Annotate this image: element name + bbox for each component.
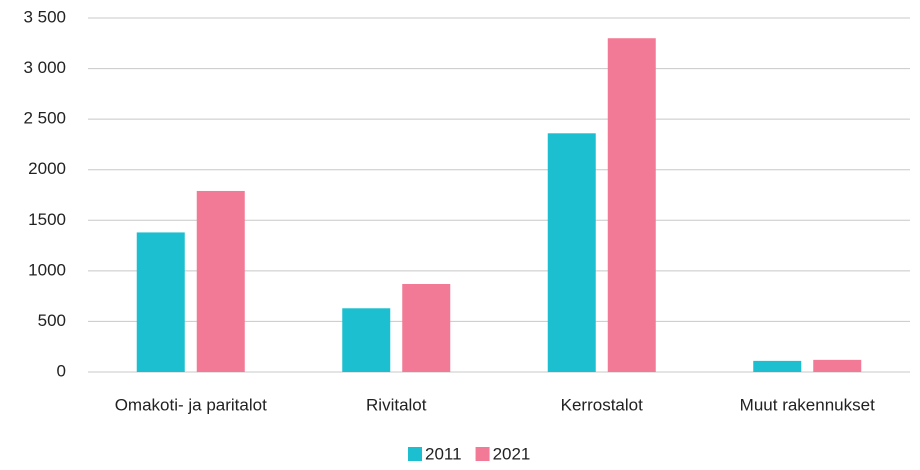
x-tick-label: Omakoti- ja paritalot bbox=[115, 395, 267, 414]
bar bbox=[196, 190, 245, 372]
bar bbox=[753, 360, 802, 372]
y-tick-label: 2 500 bbox=[23, 109, 66, 128]
bar bbox=[136, 232, 185, 372]
legend-label: 2021 bbox=[493, 444, 531, 463]
y-tick-label: 3 000 bbox=[23, 58, 66, 77]
legend-label: 2011 bbox=[425, 444, 462, 463]
bar bbox=[813, 359, 862, 372]
bar bbox=[342, 308, 391, 372]
bar bbox=[402, 284, 451, 372]
x-tick-label: Kerrostalot bbox=[561, 395, 643, 414]
legend-swatch bbox=[475, 447, 490, 461]
y-tick-label: 1000 bbox=[28, 260, 66, 279]
bar bbox=[547, 133, 596, 372]
y-tick-label: 500 bbox=[38, 311, 66, 330]
x-tick-label: Muut rakennukset bbox=[740, 395, 875, 414]
y-tick-label: 1500 bbox=[28, 210, 66, 229]
x-tick-label: Rivitalot bbox=[366, 395, 427, 414]
y-tick-label: 2000 bbox=[28, 159, 66, 178]
y-tick-label: 3 500 bbox=[23, 7, 66, 26]
y-tick-label: 0 bbox=[57, 361, 66, 380]
legend-swatch bbox=[408, 447, 422, 461]
bar bbox=[607, 38, 656, 372]
